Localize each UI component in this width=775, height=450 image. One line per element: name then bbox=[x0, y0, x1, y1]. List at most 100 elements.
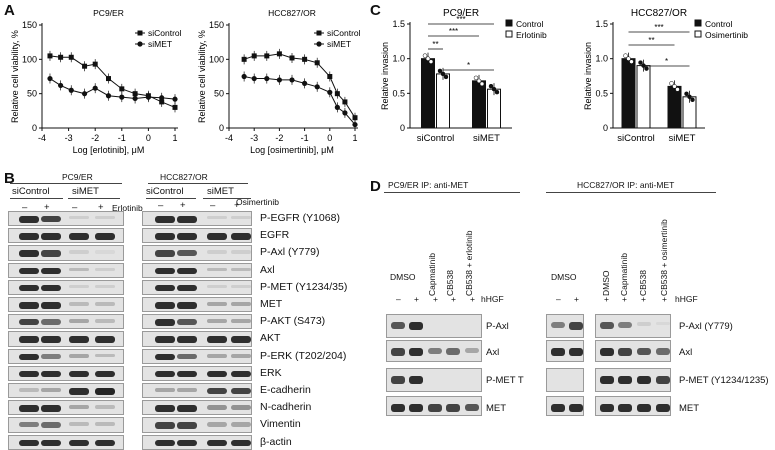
viability-chart-hcc827or: HCC827/OR 0 50 100 150 -4 -3 -2 -1 0 1 Log [osimert… bbox=[197, 8, 361, 155]
blot-band bbox=[19, 216, 39, 223]
blot-marker-label: P-AKT (S473) bbox=[260, 315, 326, 328]
blot-band bbox=[446, 348, 460, 355]
blot-band bbox=[69, 319, 89, 324]
y-tick-label: 1.0 bbox=[595, 54, 608, 64]
panel-letter-c: C bbox=[370, 2, 381, 19]
blot-strip bbox=[142, 314, 252, 330]
blot-band bbox=[41, 405, 61, 412]
y-tick-label: 0.5 bbox=[595, 88, 608, 98]
x-tick-label: 1 bbox=[352, 133, 357, 143]
data-point-siControl bbox=[302, 56, 308, 62]
treatment-sign: + bbox=[180, 200, 186, 211]
blot-band bbox=[69, 405, 89, 410]
data-point-siControl bbox=[289, 55, 295, 61]
blot-band bbox=[95, 250, 115, 254]
blot-band bbox=[177, 319, 197, 325]
blot-band bbox=[19, 250, 39, 257]
data-point-siControl bbox=[106, 76, 111, 82]
replicate-dot bbox=[638, 60, 643, 65]
chart-title: HCC827/OR bbox=[631, 8, 687, 19]
blot-band bbox=[95, 336, 115, 343]
blot-band bbox=[656, 376, 670, 384]
series-line-siControl bbox=[49, 55, 176, 108]
data-point-siControl bbox=[119, 86, 125, 92]
legend-label: siControl bbox=[327, 28, 361, 38]
blot-band bbox=[155, 319, 175, 326]
significance-label: *** bbox=[449, 27, 458, 36]
group-label-sicontrol-left: siControl bbox=[12, 186, 50, 197]
blot-band bbox=[69, 284, 89, 289]
blot-band bbox=[207, 319, 227, 324]
blot-band bbox=[19, 302, 39, 309]
category-label: siMET bbox=[473, 133, 500, 144]
blot-band bbox=[155, 422, 175, 429]
panel-letter-b: B bbox=[4, 170, 15, 187]
y-axis-label: Relative cell viability, % bbox=[197, 30, 207, 123]
blot-band bbox=[637, 322, 651, 326]
blot-band bbox=[41, 370, 61, 378]
blot-band bbox=[95, 284, 115, 289]
lane-label: Capmatinib bbox=[427, 253, 437, 296]
blot-marker-label: Vimentin bbox=[260, 418, 301, 431]
x-tick-label: -2 bbox=[91, 133, 99, 143]
blot-band bbox=[177, 302, 197, 309]
blot-band bbox=[637, 404, 651, 413]
x-tick-label: -3 bbox=[65, 133, 73, 143]
blot-band bbox=[19, 422, 39, 428]
viability-chart-pc9er: PC9/ER 0 50 100 150 -4 -3 -2 -1 0 1 Log [erlotinib]… bbox=[10, 8, 182, 155]
treatment-sign: – bbox=[72, 202, 78, 213]
data-point-siMET bbox=[314, 84, 320, 90]
blot-band bbox=[465, 348, 479, 353]
y-tick-label: 0 bbox=[219, 123, 224, 133]
blot-band bbox=[69, 370, 89, 378]
blot-strip bbox=[595, 396, 671, 416]
blot-band bbox=[19, 388, 39, 392]
blot-band bbox=[19, 267, 39, 275]
data-point-siMET bbox=[92, 85, 98, 91]
blot-strip bbox=[142, 331, 252, 347]
legend-label: Erlotinib bbox=[516, 30, 547, 40]
replicate-dot bbox=[669, 81, 674, 86]
blot-band bbox=[207, 439, 227, 447]
blot-strip bbox=[142, 262, 252, 278]
treatment-sign: + bbox=[622, 294, 627, 304]
replicate-dot bbox=[626, 56, 631, 61]
replicate-dot bbox=[476, 78, 482, 84]
treatment-sign: + bbox=[574, 294, 579, 304]
blot-band bbox=[409, 376, 423, 385]
blot-band bbox=[155, 284, 175, 292]
blot-band bbox=[177, 370, 197, 378]
blot-band bbox=[177, 405, 197, 412]
significance-label: *** bbox=[456, 15, 465, 24]
blot-band bbox=[207, 302, 227, 307]
data-point-siMET bbox=[251, 75, 257, 82]
legend-label: siMET bbox=[148, 39, 172, 49]
data-point-siMET bbox=[145, 94, 151, 100]
blot-strip bbox=[386, 314, 482, 338]
blot-band bbox=[551, 348, 565, 357]
blot-strip bbox=[546, 340, 584, 362]
bar-Control-siMET bbox=[667, 85, 682, 129]
blot-band bbox=[551, 322, 565, 328]
blot-band bbox=[207, 370, 227, 378]
blot-band bbox=[69, 336, 89, 343]
group-label-simet-left: siMET bbox=[72, 186, 99, 197]
blot-strip bbox=[8, 211, 124, 227]
significance-label: ** bbox=[648, 36, 654, 45]
chart-title: PC9/ER bbox=[93, 8, 124, 18]
blot-band bbox=[231, 216, 251, 220]
series-line-siMET bbox=[244, 76, 356, 125]
blot-band bbox=[231, 405, 251, 410]
treatment-sign: + bbox=[433, 294, 438, 304]
blot-band bbox=[231, 422, 251, 427]
replicate-dot bbox=[440, 71, 446, 77]
data-point-siMET bbox=[105, 93, 112, 99]
blot-band bbox=[95, 405, 115, 409]
blot-strip bbox=[142, 348, 252, 364]
y-axis-label: Relative invasion bbox=[583, 42, 593, 110]
blot-marker-label: MET bbox=[260, 298, 283, 310]
blot-marker-label: AKT bbox=[260, 332, 281, 345]
blot-band bbox=[155, 250, 175, 257]
blot-band bbox=[95, 233, 115, 240]
blot-band bbox=[637, 376, 651, 385]
